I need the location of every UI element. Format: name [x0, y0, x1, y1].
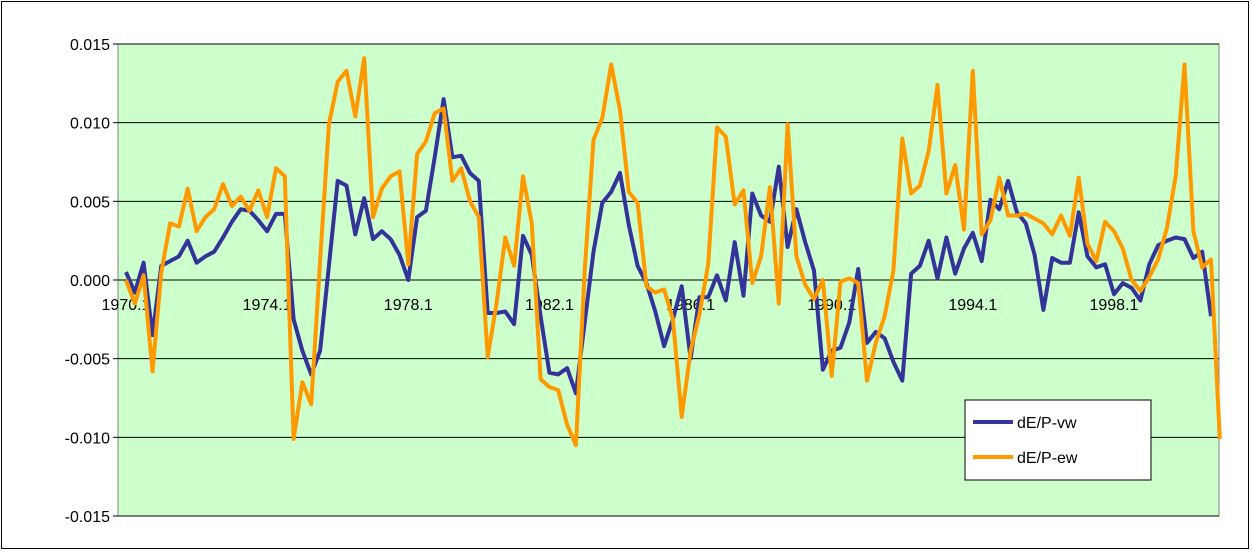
series-line-2: [124, 56, 1222, 448]
legend-box: [964, 399, 1152, 481]
series-lines: [124, 56, 1222, 448]
legend-label: dE/P-vw: [1017, 415, 1077, 432]
series-line-1: [124, 97, 1213, 396]
x-tick-label: 1982.1: [525, 297, 574, 314]
legend-label: dE/P-ew: [1017, 450, 1078, 467]
y-tick-label: -0.005: [65, 352, 110, 369]
y-tick-label: 0.015: [70, 37, 110, 54]
x-tick-label: 1970.1: [102, 297, 151, 314]
x-tick-label: 1998.1: [1089, 297, 1138, 314]
x-tick-label: 1978.1: [384, 297, 433, 314]
y-tick-label: -0.010: [65, 430, 110, 447]
gridlines: [118, 43, 1219, 517]
y-tick-label: 0.010: [70, 116, 110, 133]
y-tick-label: 0.005: [70, 194, 110, 211]
x-tick-label: 1994.1: [948, 297, 997, 314]
y-tick-label: -0.015: [65, 509, 110, 526]
x-tick-label: 1974.1: [243, 297, 292, 314]
y-tick-label: 0.000: [70, 273, 110, 290]
y-axis-ticks: 0.015 0.010 0.005 0.000 -0.005 -0.010 -0.015: [65, 37, 118, 526]
legend: dE/P-vw dE/P-ew: [964, 399, 1152, 481]
